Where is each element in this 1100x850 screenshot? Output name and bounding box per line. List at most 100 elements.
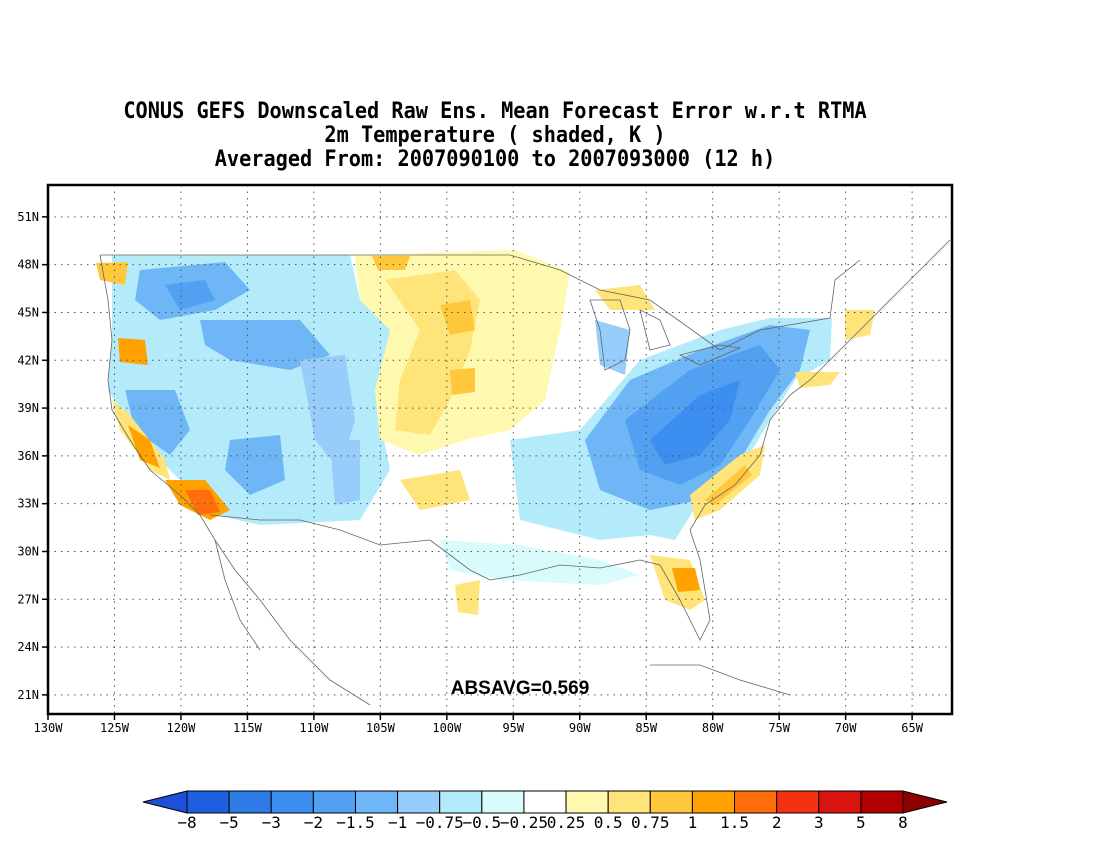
colorbar-label: 2 <box>772 813 782 832</box>
lon-tick-label: 75W <box>768 721 790 735</box>
lat-tick-label: 33N <box>17 497 39 511</box>
lon-tick-label: 65W <box>901 721 923 735</box>
shade-west-blue-2 <box>165 280 215 310</box>
colorbar-swatch <box>354 790 399 814</box>
shade-ne-yellow <box>795 372 840 388</box>
colorbar-swatch <box>523 790 567 814</box>
colorbar-swatch <box>860 790 904 814</box>
colorbar-swatch <box>776 790 820 814</box>
lat-tick-label: 45N <box>17 305 39 319</box>
great-lakes <box>589 299 742 371</box>
colorbar-label: 8 <box>898 813 908 832</box>
colorbar-low-arrow <box>142 790 188 814</box>
lat-tick-label: 27N <box>17 592 39 606</box>
colorbar-label: −3 <box>262 813 281 832</box>
colorbar-label: −0.25 <box>500 813 548 832</box>
colorbar-label: −0.75 <box>416 813 464 832</box>
shade-west-blue-7 <box>330 440 360 505</box>
colorbar-label: 0.5 <box>594 813 623 832</box>
shade-michigan-yellow <box>595 285 655 310</box>
lon-tick-label: 80W <box>702 721 724 735</box>
map-frame <box>46 183 954 716</box>
lat-tick-label: 48N <box>17 258 39 272</box>
lat-tick-label: 30N <box>17 544 39 558</box>
shade-florida-orange <box>672 568 700 592</box>
colorbar-label: −5 <box>219 813 238 832</box>
shade-maine-yellow <box>845 310 875 340</box>
colorbar-swatch <box>439 790 483 814</box>
colorbar-label: 0.75 <box>631 813 670 832</box>
shade-plains-yellow-2 <box>400 470 470 510</box>
shade-west-light <box>108 255 395 525</box>
colorbar-label: −1 <box>388 813 407 832</box>
lon-tick-label: 90W <box>569 721 591 735</box>
colorbar-label: 5 <box>856 813 866 832</box>
lon-tick-label: 125W <box>100 721 130 735</box>
shade-west-blue-5 <box>225 435 285 495</box>
lon-tick-label: 95W <box>502 721 524 735</box>
colorbar-label: −1.5 <box>336 813 375 832</box>
lat-tick-label: 24N <box>17 640 39 654</box>
canada-border <box>100 254 861 351</box>
colorbar-swatch <box>186 790 230 814</box>
colorbar-label: 1 <box>688 813 698 832</box>
colorbar-label: −2 <box>304 813 323 832</box>
lon-tick-label: 70W <box>835 721 857 735</box>
shade-oregon-orange <box>118 338 148 365</box>
lat-tick-label: 39N <box>17 401 39 415</box>
shade-wa-orange <box>96 262 128 285</box>
map-plot-area <box>48 185 952 714</box>
lat-tick-label: 21N <box>17 688 39 702</box>
colorbar-swatch <box>607 790 651 814</box>
shade-lakes-blue <box>595 320 630 375</box>
colorbar-label: −0.5 <box>463 813 502 832</box>
lat-tick-label: 36N <box>17 449 39 463</box>
mexico-border <box>209 514 431 546</box>
colorbar-label: 1.5 <box>720 813 749 832</box>
title-line-2: 2m Temperature ( shaded, K ) <box>324 123 666 148</box>
shade-plains-orange-2 <box>372 256 410 270</box>
lon-tick-label: 105W <box>366 721 396 735</box>
lon-tick-label: 100W <box>432 721 462 735</box>
map-axes: 130W 125W 120W 115W 110W 105W 100W 95W 90W 85W 80W… <box>17 210 923 735</box>
east-coastline <box>689 239 951 531</box>
shade-carolina-orange <box>705 465 752 505</box>
colorbar-swatch <box>270 790 314 814</box>
lon-tick-label: 110W <box>299 721 329 735</box>
temperature-error-shading <box>96 250 875 615</box>
colorbar-swatch <box>734 790 778 814</box>
shade-east-blue-3 <box>650 380 740 465</box>
colorbar-swatch <box>565 790 609 814</box>
colorbar-label: 3 <box>814 813 824 832</box>
colorbar-label: −8 <box>177 813 196 832</box>
shade-west-blue-4 <box>125 390 190 455</box>
colorbar-swatch <box>228 790 272 814</box>
colorbar-label: 0.25 <box>547 813 586 832</box>
shade-west-blue-3 <box>200 320 330 370</box>
baja <box>214 539 261 651</box>
chart-title-block: CONUS GEFS Downscaled Raw Ens. Mean Fore… <box>40 100 951 172</box>
shade-coast-orange <box>128 425 160 468</box>
shade-plains-orange <box>440 300 475 335</box>
cuba <box>650 664 791 696</box>
lon-tick-label: 85W <box>635 721 657 735</box>
colorbar-swatch <box>397 790 441 814</box>
title-line-3: Averaged From: 2007090100 to 2007093000 … <box>214 147 776 172</box>
lat-tick-label: 42N <box>17 353 39 367</box>
shade-socal-red <box>185 490 220 515</box>
lon-tick-label: 120W <box>166 721 196 735</box>
colorbar-swatch <box>691 790 736 814</box>
lat-lon-grid <box>48 185 952 714</box>
west-coastline <box>99 254 371 706</box>
lon-tick-label: 130W <box>34 721 64 735</box>
colorbar-swatch <box>481 790 525 814</box>
title-line-1: CONUS GEFS Downscaled Raw Ens. Mean Fore… <box>123 99 867 124</box>
map-outlines <box>99 239 951 706</box>
shade-texas-yellow <box>455 580 480 615</box>
absavg-annotation: ABSAVG=0.569 <box>451 678 590 699</box>
colorbar-swatch <box>312 790 356 814</box>
shade-plains-orange-3 <box>450 368 475 395</box>
colorbar-high-arrow <box>902 790 948 814</box>
lon-tick-label: 115W <box>233 721 263 735</box>
